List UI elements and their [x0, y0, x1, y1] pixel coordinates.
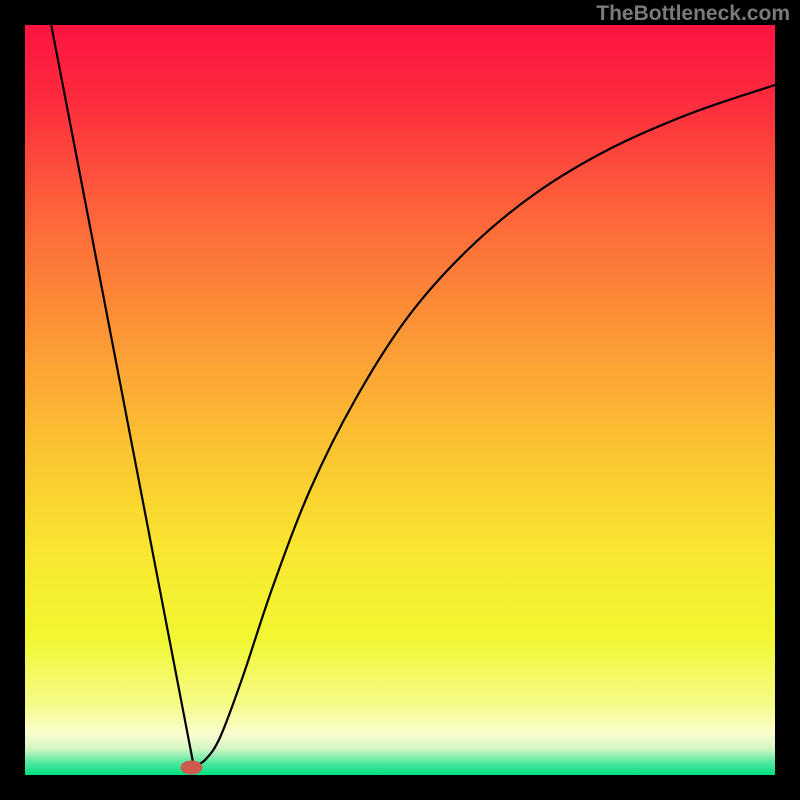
watermark-text: TheBottleneck.com: [596, 2, 790, 26]
optimal-marker: [181, 761, 203, 775]
chart-background: [25, 25, 775, 775]
bottleneck-chart: [0, 0, 800, 800]
chart-container: TheBottleneck.com: [0, 0, 800, 800]
